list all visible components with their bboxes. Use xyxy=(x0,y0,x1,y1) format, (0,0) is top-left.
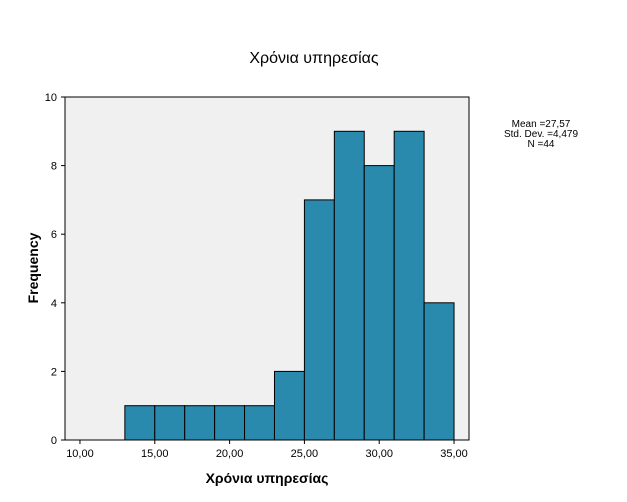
histogram-bar-5 xyxy=(273,370,305,441)
histogram-bar-8 xyxy=(363,165,395,441)
histogram-bar-0 xyxy=(124,405,156,441)
histogram-bar-2 xyxy=(184,405,216,441)
histogram-bar-10 xyxy=(423,302,455,441)
y-tick-label: 8 xyxy=(51,161,57,173)
histogram-bar-1 xyxy=(154,405,186,441)
y-tick-label: 6 xyxy=(51,229,57,241)
y-tick-label: 0 xyxy=(51,435,57,447)
x-tick-label: 10,00 xyxy=(66,448,94,460)
histogram-bar-9 xyxy=(393,130,425,441)
y-axis-title: Frequency xyxy=(25,232,41,303)
y-tick-label: 2 xyxy=(51,366,57,378)
histogram-bar-3 xyxy=(214,405,246,441)
x-tick-label: 20,00 xyxy=(216,448,244,460)
histogram-bar-4 xyxy=(244,405,275,441)
chart-title: Χρόνια υπηρεσίας xyxy=(249,50,379,67)
x-tick-label: 30,00 xyxy=(365,448,393,460)
stats-line: Std. Dev. =4,479 xyxy=(504,129,578,140)
y-tick-label: 10 xyxy=(45,92,57,104)
y-axis: 0 2 4 6 8 10 xyxy=(45,92,65,447)
histogram-bar-6 xyxy=(303,199,335,441)
x-tick-label: 25,00 xyxy=(291,448,319,460)
x-axis-title: Χρόνια υπηρεσίας xyxy=(206,470,329,486)
histogram-bar-7 xyxy=(333,130,365,441)
x-tick-label: 15,00 xyxy=(141,448,169,460)
stats-line: N =44 xyxy=(528,139,555,150)
x-axis: 10,00 15,00 20,00 25,00 30,00 35,00 xyxy=(66,440,468,460)
x-tick-label: 35,00 xyxy=(440,448,468,460)
bars-group xyxy=(124,130,455,441)
stats-line: Mean =27,57 xyxy=(512,119,571,130)
y-tick-label: 4 xyxy=(51,298,57,310)
